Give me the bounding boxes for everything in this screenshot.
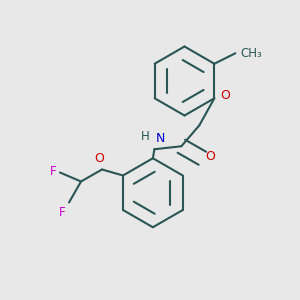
Text: F: F	[59, 206, 66, 218]
Text: H: H	[141, 130, 150, 143]
Text: N: N	[156, 132, 165, 145]
Text: O: O	[220, 89, 230, 102]
Text: F: F	[50, 164, 57, 178]
Text: O: O	[94, 152, 104, 165]
Text: CH₃: CH₃	[240, 47, 262, 60]
Text: O: O	[205, 150, 215, 163]
